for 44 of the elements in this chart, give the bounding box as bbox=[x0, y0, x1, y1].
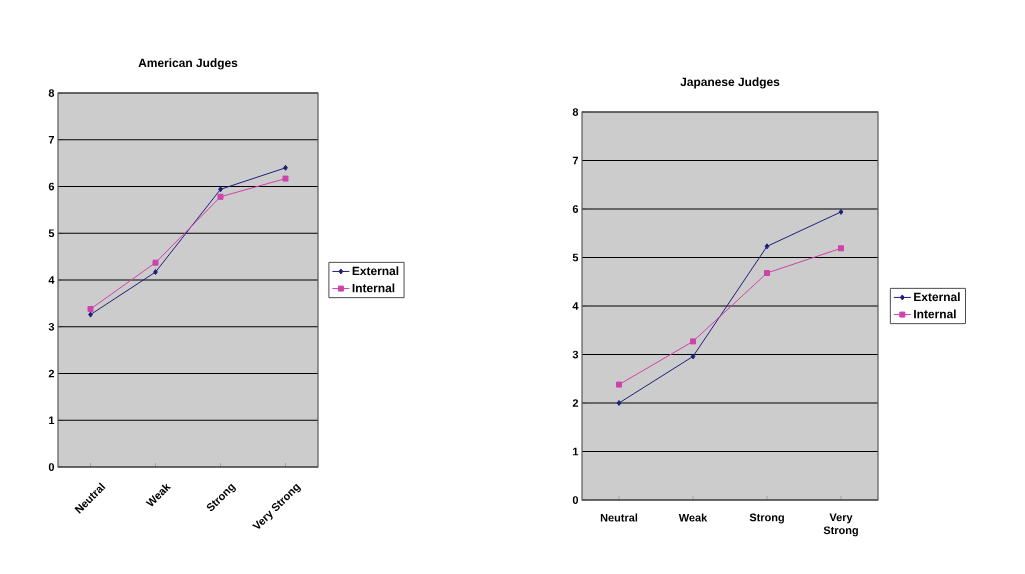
legend-label: Internal bbox=[352, 283, 395, 293]
point bbox=[764, 243, 770, 250]
point bbox=[838, 208, 844, 215]
y-tick-label: 0 bbox=[572, 496, 579, 504]
y-tick-label: 6 bbox=[572, 205, 579, 213]
y-tick-label: 1 bbox=[49, 416, 55, 425]
point bbox=[690, 353, 696, 360]
y-tick-label: 8 bbox=[572, 108, 579, 116]
y-tick-label: 1 bbox=[573, 447, 579, 456]
point bbox=[88, 311, 93, 318]
point bbox=[218, 186, 223, 193]
y-tick-label: 5 bbox=[572, 253, 579, 262]
legend-label: Internal bbox=[914, 309, 956, 319]
legend-label: External bbox=[914, 292, 960, 302]
point bbox=[838, 245, 845, 252]
y-tick-label: 5 bbox=[48, 229, 55, 238]
point bbox=[153, 269, 158, 276]
point bbox=[616, 400, 622, 407]
point bbox=[217, 193, 224, 200]
point bbox=[152, 259, 159, 266]
point bbox=[764, 270, 771, 277]
chart-title: Japanese Judges bbox=[680, 77, 780, 89]
x-tick-label: Neutral bbox=[600, 513, 638, 522]
point bbox=[690, 338, 697, 345]
legend-label: External bbox=[352, 266, 399, 276]
y-tick-label: 4 bbox=[48, 276, 55, 284]
x-tick-label: Very Strong bbox=[823, 513, 858, 537]
x-tick-label: Strong bbox=[749, 513, 784, 524]
y-tick-label: 2 bbox=[572, 399, 579, 407]
y-tick-label: 3 bbox=[572, 350, 579, 359]
chart-title: American Judges bbox=[138, 58, 238, 70]
point bbox=[87, 306, 94, 312]
point bbox=[283, 164, 288, 171]
y-tick-label: 8 bbox=[48, 89, 55, 97]
y-tick-label: 4 bbox=[572, 302, 579, 310]
y-tick-label: 3 bbox=[48, 322, 55, 331]
y-tick-label: 7 bbox=[572, 156, 578, 165]
x-tick-label: Weak bbox=[678, 513, 708, 522]
point bbox=[282, 175, 289, 182]
y-tick-label: 7 bbox=[48, 136, 54, 144]
point bbox=[616, 381, 623, 388]
y-tick-label: 2 bbox=[48, 369, 55, 378]
y-tick-label: 6 bbox=[48, 182, 55, 191]
y-tick-label: 0 bbox=[48, 463, 55, 471]
